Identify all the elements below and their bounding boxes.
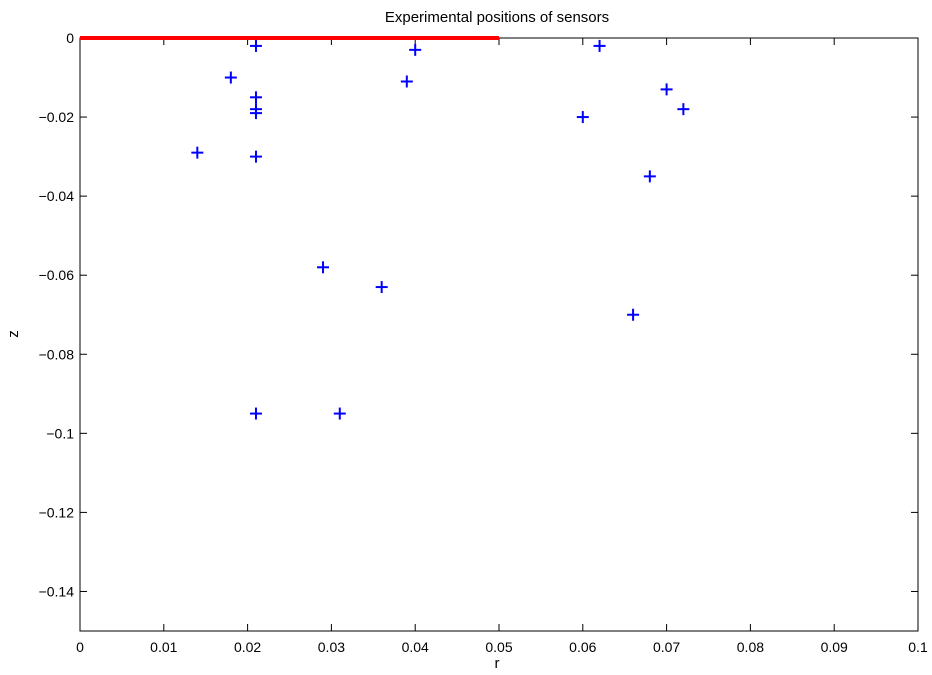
x-tick-label: 0.02 [234, 639, 261, 655]
data-point [660, 83, 673, 96]
x-tick-label: 0.1 [908, 639, 928, 655]
plot-area [79, 37, 919, 632]
y-tick-label: −0.14 [39, 583, 75, 599]
data-point [249, 107, 262, 120]
x-tick-label: 0 [76, 639, 84, 655]
chart-title: Experimental positions of sensors [385, 9, 609, 26]
x-tick-label: 0.08 [737, 639, 764, 655]
y-tick-label: −0.04 [39, 188, 75, 204]
y-tick-label: −0.02 [39, 109, 75, 125]
y-tick-label: −0.1 [46, 425, 74, 441]
data-point [677, 103, 690, 116]
data-point [249, 39, 262, 52]
y-tick-label: −0.12 [39, 504, 75, 520]
data-point [400, 75, 413, 88]
data-point [409, 43, 422, 56]
y-tick-label: −0.06 [39, 267, 75, 283]
data-point [249, 150, 262, 163]
data-point [593, 39, 606, 52]
y-tick-label: −0.08 [39, 346, 75, 362]
x-tick-label: 0.09 [821, 639, 848, 655]
y-axis: 0 −0.02 −0.04 −0.06 −0.08 −0.1 −0.12 −0.14 [39, 30, 918, 599]
x-tick-label: 0.06 [569, 639, 596, 655]
x-tick-label: 0.05 [485, 639, 512, 655]
y-axis-label: z [5, 330, 22, 338]
x-axis-label: r [495, 655, 500, 672]
data-point [317, 261, 330, 274]
x-tick-label: 0.03 [318, 639, 345, 655]
data-series [80, 36, 690, 420]
data-point [375, 281, 388, 294]
x-tick-label: 0.04 [402, 639, 429, 655]
data-point [643, 170, 656, 183]
x-axis: 0 0.01 0.02 0.03 0.04 0.05 0.06 0.07 0.08 0.09 0.1 [76, 38, 928, 655]
data-point [333, 407, 346, 420]
x-tick-label: 0.01 [150, 639, 177, 655]
data-point [224, 71, 237, 84]
y-tick-label: 0 [66, 30, 74, 46]
data-point [191, 146, 204, 159]
x-tick-label: 0.07 [653, 639, 680, 655]
data-point [249, 407, 262, 420]
data-point [249, 91, 262, 104]
data-point [576, 111, 589, 124]
data-point [627, 308, 640, 321]
